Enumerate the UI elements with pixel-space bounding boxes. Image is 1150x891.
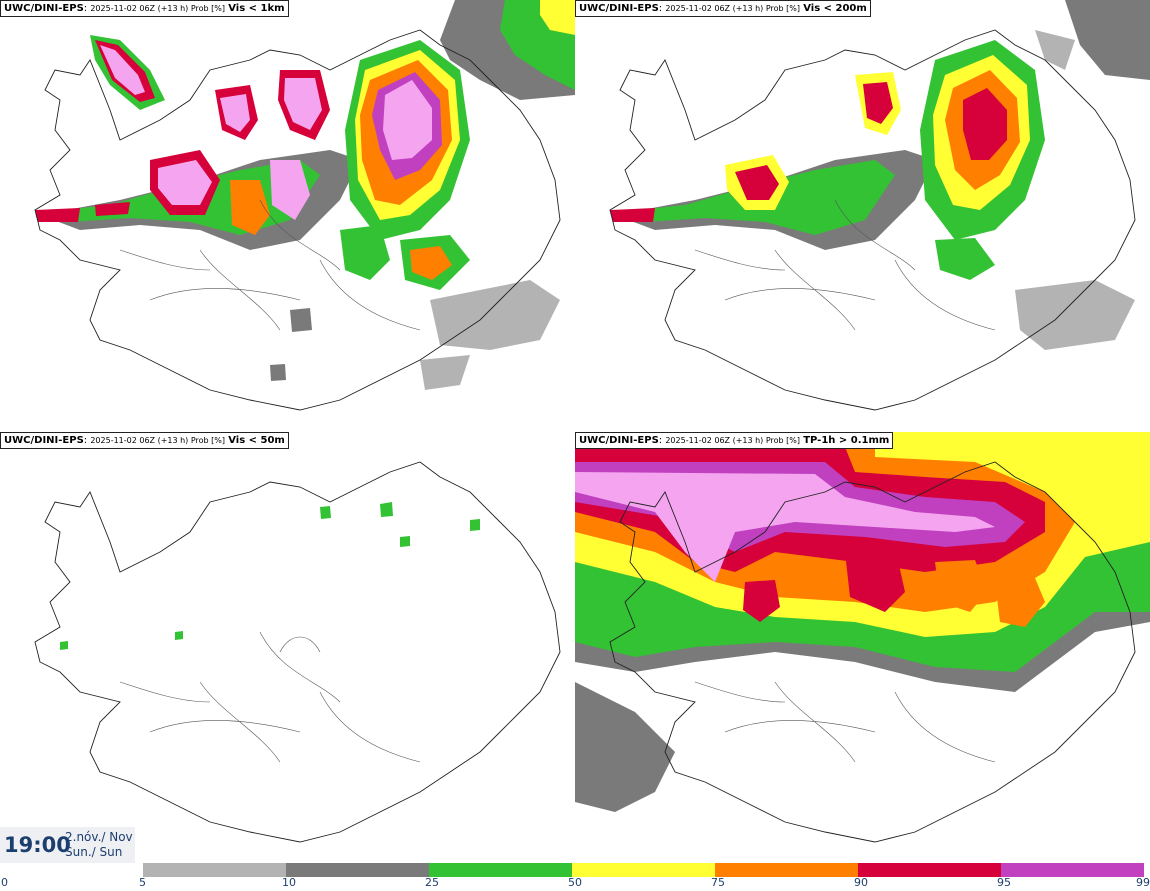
legend-color-bin: [429, 863, 572, 877]
probability-map-vis-50m: [34, 461, 561, 843]
legend-tick-label: 0: [1, 876, 8, 889]
map-panel-vis-50m: UWC/DINI-EPS: 2025-11-02 06Z (+13 h) Pro…: [0, 432, 575, 864]
legend-color-bin: [143, 863, 286, 877]
legend-tick-label: 99: [1136, 876, 1150, 889]
legend-tick-label: 50: [568, 876, 582, 889]
forecast-time: 19:00: [4, 833, 71, 857]
legend-color-bin: [715, 863, 858, 877]
probability-map-vis-200m: [609, 0, 1150, 411]
panel-title: UWC/DINI-EPS: 2025-11-02 06Z (+13 h) Pro…: [575, 432, 894, 449]
legend-tick-label: 5: [139, 876, 146, 889]
probability-map-vis-1km: [34, 0, 575, 411]
map-panel-vis-200m: UWC/DINI-EPS: 2025-11-02 06Z (+13 h) Pro…: [575, 0, 1150, 432]
legend-tick-label: 95: [997, 876, 1011, 889]
panel-title: UWC/DINI-EPS: 2025-11-02 06Z (+13 h) Pro…: [0, 432, 289, 449]
date-line-2: Sun./ Sun: [65, 845, 123, 859]
legend-tick-label: 10: [282, 876, 296, 889]
legend-color-bin: [858, 863, 1001, 877]
legend-color-bin: [286, 863, 429, 877]
probability-map-tp-1h: [575, 432, 1150, 843]
legend-tick-label: 90: [854, 876, 868, 889]
legend-color-bin: [572, 863, 715, 877]
panel-title: UWC/DINI-EPS: 2025-11-02 06Z (+13 h) Pro…: [575, 0, 871, 17]
map-panel-vis-1km: UWC/DINI-EPS: 2025-11-02 06Z (+13 h) Pro…: [0, 0, 575, 432]
legend-color-bin: [1001, 863, 1144, 877]
timestamp-box: 19:00 2.nóv./ Nov Sun./ Sun: [0, 827, 135, 863]
date-line-1: 2.nóv./ Nov: [65, 830, 133, 844]
map-panel-tp-1h: UWC/DINI-EPS: 2025-11-02 06Z (+13 h) Pro…: [575, 432, 1150, 864]
legend-tick-label: 75: [711, 876, 725, 889]
panel-title: UWC/DINI-EPS: 2025-11-02 06Z (+13 h) Pro…: [0, 0, 289, 17]
forecast-date: 2.nóv./ Nov Sun./ Sun: [65, 830, 133, 860]
legend-tick-label: 25: [425, 876, 439, 889]
